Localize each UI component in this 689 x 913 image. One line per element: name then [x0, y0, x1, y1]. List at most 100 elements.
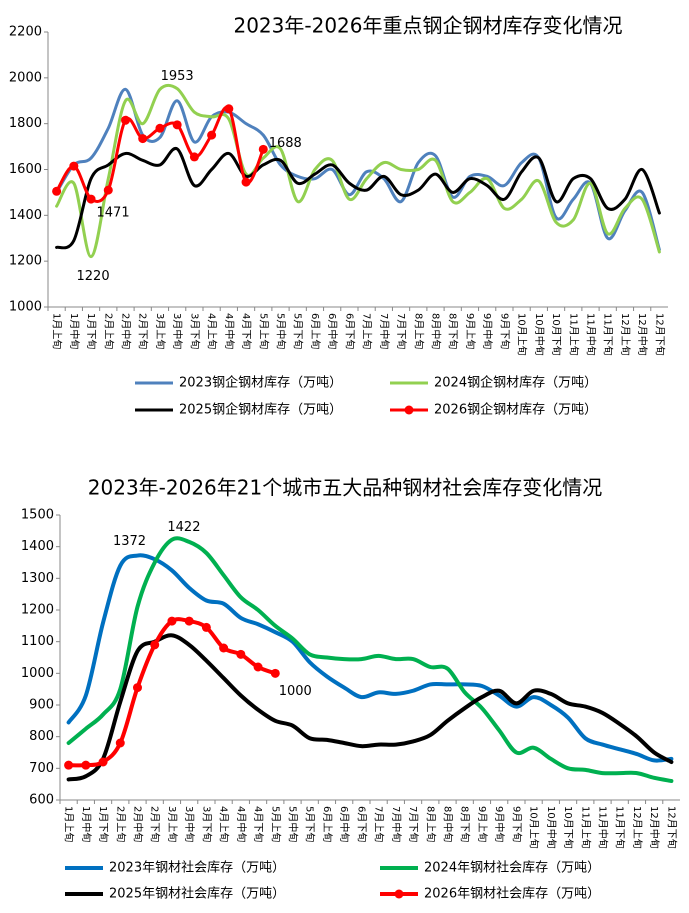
x-tick-label: 10月中旬 — [545, 806, 558, 849]
point — [172, 120, 182, 130]
annotation: 1688 — [269, 136, 302, 151]
y-tick-label: 1500 — [21, 508, 54, 523]
x-tick-label: 6月下旬 — [343, 313, 356, 349]
x-tick-label: 4月下旬 — [240, 313, 253, 349]
x-tick-label: 11月下旬 — [614, 806, 627, 849]
x-tick-label: 9月下旬 — [498, 313, 511, 349]
point — [52, 186, 62, 196]
x-tick-label: 8月下旬 — [447, 313, 460, 349]
x-tick-label: 2月下旬 — [149, 806, 162, 842]
x-tick-label: 1月上旬 — [63, 806, 76, 842]
series-line — [55, 87, 661, 252]
x-tick-label: 1月下旬 — [85, 313, 98, 349]
annotation: 1422 — [167, 520, 200, 535]
x-tick-label: 6月中旬 — [326, 313, 339, 349]
y-tick-label: 1800 — [9, 116, 42, 131]
chart-title: 2023年-2026年21个城市五大品种钢材社会库存变化情况 — [88, 476, 602, 500]
annotation: 1000 — [279, 684, 312, 699]
legend-label: 2023钢企钢材库存（万吨） — [179, 375, 342, 391]
y-tick-label: 800 — [29, 729, 54, 744]
x-tick-label: 1月中旬 — [68, 313, 81, 349]
point — [138, 134, 148, 144]
x-tick-label: 9月中旬 — [493, 806, 506, 842]
x-tick-label: 8月中旬 — [442, 806, 455, 842]
series-line — [55, 146, 661, 250]
x-tick-label: 8月下旬 — [459, 806, 472, 842]
x-tick-label: 10月中旬 — [533, 313, 546, 356]
x-tick-label: 11月下旬 — [602, 313, 615, 356]
point — [207, 130, 217, 140]
x-tick-label: 5月下旬 — [292, 313, 305, 349]
x-tick-label: 8月中旬 — [430, 313, 443, 349]
x-tick-label: 5月中旬 — [275, 313, 288, 349]
x-tick-label: 12月中旬 — [648, 806, 661, 849]
x-tick-label: 8月上旬 — [424, 806, 437, 842]
x-tick-label: 3月上旬 — [154, 313, 167, 349]
legend-label: 2024钢企钢材库存（万吨） — [434, 375, 597, 391]
point — [98, 757, 108, 767]
annotation: 1953 — [161, 69, 194, 84]
point — [258, 144, 268, 154]
point — [133, 683, 142, 693]
x-tick-label: 6月上旬 — [309, 313, 322, 349]
point — [253, 662, 263, 672]
x-tick-label: 5月上旬 — [269, 806, 282, 842]
x-tick-label: 12月上旬 — [619, 313, 632, 356]
x-tick-label: 6月下旬 — [355, 806, 368, 842]
legend-marker — [404, 405, 414, 415]
x-tick-label: 4月中旬 — [223, 313, 236, 349]
point — [224, 104, 234, 114]
series-line — [66, 633, 674, 782]
x-tick-label: 7月上旬 — [373, 806, 386, 842]
x-tick-label: 7月中旬 — [378, 313, 391, 349]
y-tick-label: 1000 — [9, 300, 42, 315]
point — [241, 177, 251, 187]
chart-title: 2023年-2026年重点钢企钢材库存变化情况 — [233, 14, 622, 38]
x-tick-label: 9月中旬 — [481, 313, 494, 349]
x-tick-label: 4月下旬 — [252, 806, 265, 842]
point — [150, 640, 160, 650]
x-tick-label: 7月中旬 — [390, 806, 403, 842]
annotation: 1372 — [113, 534, 146, 549]
y-tick-label: 1200 — [9, 254, 42, 269]
x-tick-label: 7月下旬 — [407, 806, 420, 842]
x-tick-label: 3月中旬 — [183, 806, 196, 842]
x-tick-label: 10月上旬 — [516, 313, 529, 356]
annotation: 1471 — [97, 206, 130, 221]
point — [236, 649, 246, 659]
x-tick-label: 12月中旬 — [636, 313, 649, 356]
x-tick-label: 10月下旬 — [550, 313, 563, 356]
x-tick-label: 11月上旬 — [579, 806, 592, 849]
point — [69, 161, 79, 171]
point — [270, 668, 280, 678]
x-tick-label: 3月中旬 — [171, 313, 184, 349]
point — [219, 643, 229, 653]
x-tick-label: 11月上旬 — [567, 313, 580, 356]
y-tick-label: 600 — [29, 793, 54, 808]
x-tick-label: 5月下旬 — [304, 806, 317, 842]
x-tick-label: 6月上旬 — [321, 806, 334, 842]
legend-label: 2025年钢材社会库存（万吨） — [109, 886, 285, 902]
x-tick-label: 7月下旬 — [395, 313, 408, 349]
x-tick-label: 4月中旬 — [235, 806, 248, 842]
x-tick-label: 3月下旬 — [200, 806, 213, 842]
x-tick-label: 1月中旬 — [80, 806, 93, 842]
point — [121, 115, 130, 125]
annotation: 1220 — [77, 269, 110, 284]
x-tick-label: 5月上旬 — [257, 313, 270, 349]
legend-label: 2026年钢材社会库存（万吨） — [424, 886, 600, 902]
x-tick-label: 6月中旬 — [338, 806, 351, 842]
legend-label: 2023年钢材社会库存（万吨） — [109, 860, 285, 876]
x-tick-label: 2月上旬 — [102, 313, 115, 349]
legend-label: 2025钢企钢材库存（万吨） — [179, 402, 342, 418]
y-tick-label: 700 — [29, 761, 54, 776]
point — [201, 622, 211, 632]
x-tick-label: 12月下旬 — [653, 313, 666, 356]
point — [115, 738, 125, 748]
x-tick-label: 4月上旬 — [206, 313, 219, 349]
point — [64, 760, 74, 770]
x-tick-label: 10月下旬 — [562, 806, 575, 849]
x-tick-label: 12月上旬 — [631, 806, 644, 849]
y-tick-label: 1000 — [21, 666, 54, 681]
